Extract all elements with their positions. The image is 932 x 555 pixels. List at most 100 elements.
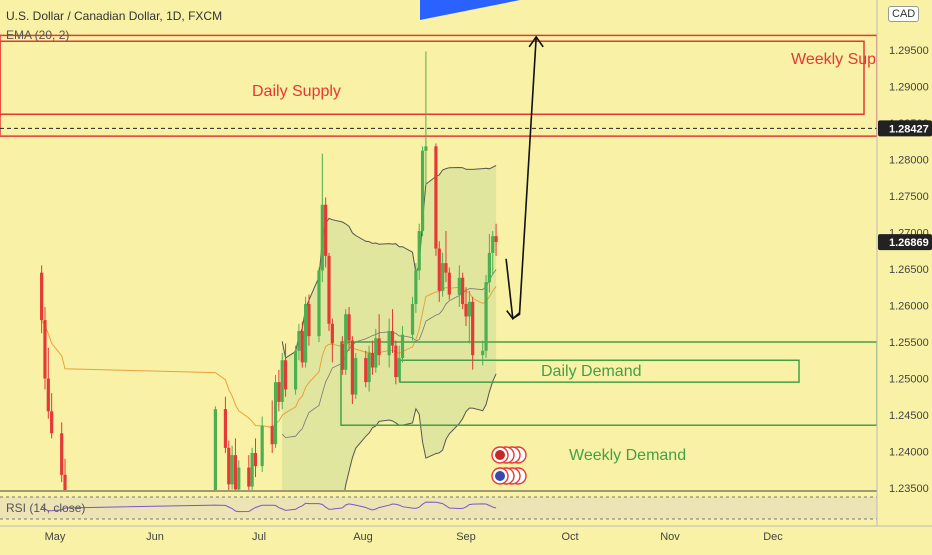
candle bbox=[461, 272, 465, 310]
price-label-badge bbox=[878, 120, 932, 137]
candle-body bbox=[434, 146, 438, 249]
candle bbox=[441, 252, 445, 297]
candle-body bbox=[481, 350, 485, 356]
candle-body bbox=[50, 411, 54, 434]
candle-body bbox=[293, 350, 298, 390]
candle-body bbox=[304, 304, 308, 363]
candle bbox=[487, 233, 491, 293]
candle bbox=[390, 309, 395, 353]
candle-body bbox=[447, 272, 451, 295]
x-tick-label: Sep bbox=[456, 531, 476, 543]
ema-indicator-label: EMA (20, 2) bbox=[6, 28, 70, 42]
price-label-text: 1.28427 bbox=[889, 123, 929, 135]
candle bbox=[387, 318, 391, 368]
candle bbox=[367, 345, 371, 392]
zone-label-weekly-demand: Weekly Demand bbox=[569, 447, 686, 464]
zone-weekly-supply bbox=[0, 40, 865, 115]
candle-body bbox=[320, 204, 324, 271]
candle bbox=[327, 252, 331, 332]
y-tick-label: 1.28000 bbox=[889, 155, 929, 167]
candle bbox=[344, 309, 348, 375]
candle bbox=[397, 345, 401, 383]
candle-body bbox=[424, 146, 428, 151]
candle bbox=[464, 287, 468, 326]
candle-body bbox=[300, 331, 304, 363]
candle-body bbox=[227, 447, 231, 485]
candle bbox=[484, 274, 488, 359]
candle-body bbox=[414, 270, 418, 305]
zone-label-daily-demand: Daily Demand bbox=[541, 363, 641, 380]
candle bbox=[227, 440, 231, 490]
candle bbox=[364, 350, 368, 388]
candle-body bbox=[494, 236, 498, 242]
candle bbox=[60, 422, 64, 483]
candle bbox=[434, 143, 438, 256]
candle bbox=[213, 406, 217, 490]
candle-body bbox=[390, 331, 395, 346]
candle-body bbox=[253, 452, 258, 467]
projection-arrowhead bbox=[528, 35, 544, 48]
candle bbox=[420, 146, 425, 237]
candle bbox=[63, 458, 67, 490]
candle-body bbox=[223, 409, 228, 448]
zone-label-weekly-supply: Weekly Supp bbox=[791, 51, 885, 68]
candle-body bbox=[344, 314, 348, 370]
candle bbox=[330, 318, 334, 363]
chart-title: U.S. Dollar / Canadian Dollar, 1D, FXCM bbox=[6, 9, 223, 23]
y-tick-label: 1.29500 bbox=[889, 45, 929, 57]
x-tick-label: Dec bbox=[763, 531, 783, 543]
candle bbox=[481, 340, 485, 366]
candle bbox=[447, 267, 451, 300]
y-tick-label: 1.23500 bbox=[889, 483, 929, 495]
candle-body bbox=[471, 301, 475, 356]
zone-daily-supply bbox=[0, 34, 877, 137]
candle bbox=[46, 347, 50, 419]
y-tick-label: 1.26500 bbox=[889, 264, 929, 276]
candle-body bbox=[354, 358, 358, 395]
candle bbox=[320, 153, 324, 283]
time-axis: May Jun Jul Aug Sep Oct Nov Dec bbox=[0, 525, 932, 543]
rsi-line bbox=[41, 501, 497, 513]
candle bbox=[377, 314, 381, 366]
candle bbox=[444, 231, 448, 283]
candle-body bbox=[307, 304, 311, 337]
ema-line bbox=[41, 286, 497, 428]
candle bbox=[230, 445, 234, 490]
candle bbox=[424, 51, 428, 186]
candle-body bbox=[374, 338, 378, 368]
candle-body bbox=[491, 236, 495, 253]
candle-body bbox=[63, 474, 67, 490]
y-tick-label: 1.26000 bbox=[889, 301, 929, 313]
candle bbox=[324, 197, 328, 268]
candle bbox=[237, 460, 241, 490]
candle-body bbox=[213, 409, 217, 490]
candle bbox=[253, 438, 258, 478]
candle-body bbox=[400, 334, 405, 359]
candle-body bbox=[273, 382, 278, 445]
candle bbox=[354, 352, 358, 399]
candle bbox=[317, 267, 321, 342]
candle bbox=[374, 328, 378, 373]
candle-body bbox=[394, 345, 398, 378]
candle-body bbox=[464, 304, 468, 317]
candle bbox=[247, 455, 251, 490]
candle-body bbox=[420, 150, 425, 232]
candle-body bbox=[487, 252, 491, 283]
blue-drawing-shape bbox=[420, 0, 520, 20]
candle-body bbox=[327, 255, 331, 324]
candle-body bbox=[270, 425, 274, 445]
candle bbox=[370, 340, 375, 375]
candle-body bbox=[347, 314, 351, 341]
x-tick-label: Aug bbox=[353, 531, 373, 543]
currency-badge[interactable]: CAD bbox=[888, 6, 920, 22]
y-tick-label: 1.24500 bbox=[889, 410, 929, 422]
candle bbox=[494, 223, 498, 256]
candle bbox=[50, 393, 54, 439]
candle bbox=[273, 374, 278, 448]
candle-body bbox=[461, 277, 465, 305]
price-axis: 1.23500 1.24000 1.24500 1.25000 1.25500 1.260… bbox=[876, 0, 932, 550]
candle-body bbox=[280, 360, 284, 402]
y-tick-label: 1.24000 bbox=[889, 447, 929, 459]
